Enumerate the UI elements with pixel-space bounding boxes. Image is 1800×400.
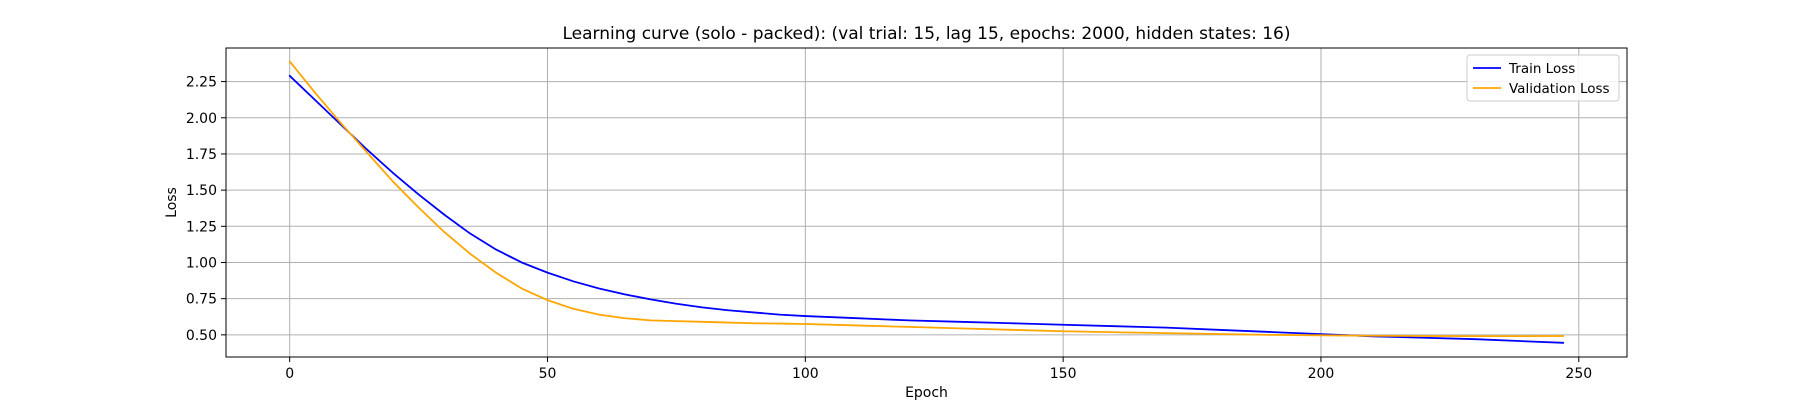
grid-layer (226, 48, 1627, 357)
x-tick-label: 0 (285, 366, 294, 382)
legend: Train Loss Validation Loss (1466, 54, 1620, 102)
x-tick-label: 200 (1308, 366, 1335, 382)
x-axis-label: Epoch (905, 385, 948, 400)
y-tick-label: 1.50 (186, 183, 217, 199)
x-tick-label: 50 (539, 366, 557, 382)
y-tick-label: 1.00 (186, 255, 217, 271)
y-tick-label: 1.75 (186, 147, 217, 163)
plot-frame (225, 47, 1628, 358)
tick-layer: 0 50 100 150 200 250 0.50 0.75 1.00 1.25 1.50 1.75 2… (186, 75, 1592, 382)
y-tick-label: 2.00 (186, 111, 217, 127)
chart-title: Learning curve (solo - packed): (val tri… (563, 24, 1291, 44)
x-tick-label: 100 (792, 366, 819, 382)
x-tick-label: 250 (1565, 366, 1592, 382)
series-line-validation-loss (288, 60, 1565, 338)
legend-box (1466, 54, 1620, 102)
legend-label: Validation Loss (1509, 81, 1610, 97)
y-tick-label: 0.50 (186, 328, 217, 344)
x-tick-label: 150 (1050, 366, 1077, 382)
y-tick-label: 0.75 (186, 292, 217, 308)
legend-label: Train Loss (1508, 61, 1575, 77)
y-axis-label: Loss (164, 187, 180, 218)
series-line-train-loss (288, 74, 1565, 344)
y-tick-label: 2.25 (186, 75, 217, 91)
y-tick-label: 1.25 (186, 219, 217, 235)
series-layer (288, 60, 1565, 344)
